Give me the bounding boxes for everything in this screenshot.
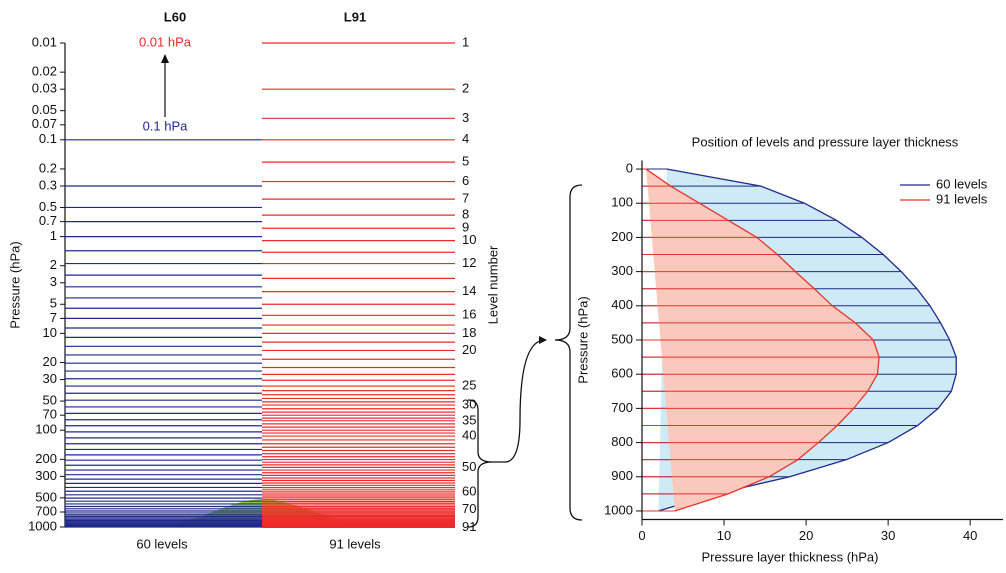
y-tick-label: 1	[50, 228, 57, 243]
column-caption: 60 levels	[136, 536, 188, 551]
legend-label: 91 levels	[936, 191, 988, 206]
column-title: L91	[344, 9, 366, 24]
level-label: 60	[462, 483, 476, 498]
y-tick-label: 30	[43, 371, 57, 386]
level-label: 40	[462, 428, 476, 443]
level-label: 70	[462, 501, 476, 516]
y-axis-label: Pressure (hPa)	[7, 241, 22, 328]
y-tick-label: 0.3	[39, 177, 57, 192]
y-tick-label: 5	[50, 296, 57, 311]
level-label: 2	[462, 81, 469, 96]
y-tick-label: 400	[611, 297, 633, 312]
chart-title: Position of levels and pressure layer th…	[692, 134, 959, 149]
y-tick-label: 3	[50, 274, 57, 289]
connector	[492, 339, 546, 463]
x-tick-label: 40	[963, 528, 977, 543]
y-tick-label: 500	[35, 489, 57, 504]
y-tick-label: 0.07	[32, 116, 57, 131]
y-tick-label: 20	[43, 354, 57, 369]
level-label: 12	[462, 255, 476, 270]
y-tick-label: 200	[611, 229, 633, 244]
annotation-arrow-head	[161, 54, 169, 63]
level-label: 9	[462, 220, 469, 235]
level-label: 5	[462, 154, 469, 169]
y-tick-label: 700	[35, 503, 57, 518]
y-tick-label: 0.1	[39, 131, 57, 146]
level-label: 7	[462, 191, 469, 206]
y-tick-label: 200	[35, 451, 57, 466]
arrow-head	[539, 336, 547, 344]
y-tick-label: 100	[611, 195, 633, 210]
brace	[554, 184, 583, 521]
level-label: 6	[462, 173, 469, 188]
y-tick-label: 1000	[604, 502, 633, 517]
y2-axis-label: Level number	[485, 245, 500, 324]
level-label: 25	[462, 378, 476, 393]
level-label: 10	[462, 232, 476, 247]
annotation: 0.01 hPa	[139, 34, 192, 49]
level-label: 16	[462, 307, 476, 322]
y-tick-label: 600	[611, 366, 633, 381]
y-tick-label: 0.5	[39, 199, 57, 214]
level-label: 30	[462, 397, 476, 412]
level-label: 8	[462, 207, 469, 222]
y-tick-label: 0.03	[32, 81, 57, 96]
level-label: 14	[462, 283, 476, 298]
y-tick-label: 50	[43, 392, 57, 407]
y-tick-label: 100	[35, 422, 57, 437]
y-axis-label: Pressure (hPa)	[575, 296, 590, 383]
level-label: 20	[462, 342, 476, 357]
x-tick-label: 30	[881, 528, 895, 543]
level-label: 18	[462, 325, 476, 340]
y-tick-label: 10	[43, 325, 57, 340]
legend-label: 60 levels	[936, 176, 988, 191]
y-tick-label: 0.05	[32, 102, 57, 117]
outline	[658, 168, 957, 512]
x-tick-label: 10	[717, 528, 731, 543]
column-caption: 91 levels	[329, 536, 381, 551]
y-tick-label: 0.2	[39, 160, 57, 175]
y-tick-label: 900	[611, 468, 633, 483]
y-tick-label: 500	[611, 331, 633, 346]
y-tick-label: 800	[611, 434, 633, 449]
y-tick-label: 300	[35, 468, 57, 483]
x-tick-label: 20	[799, 528, 813, 543]
outline	[645, 168, 880, 512]
y-tick-label: 300	[611, 263, 633, 278]
y-tick-label: 0	[626, 160, 633, 175]
y-tick-label: 1000	[28, 518, 57, 533]
level-label: 50	[462, 459, 476, 474]
y-tick-label: 0.7	[39, 213, 57, 228]
level-label: 4	[462, 131, 469, 146]
y-tick-label: 2	[50, 257, 57, 272]
y-tick-label: 70	[43, 407, 57, 422]
level-label: 35	[462, 412, 476, 427]
x-axis-label: Pressure layer thickness (hPa)	[701, 549, 878, 564]
level-label: 3	[462, 110, 469, 125]
y-tick-label: 0.01	[32, 34, 57, 49]
y-tick-label: 0.02	[32, 64, 57, 79]
level-label: 91	[462, 519, 476, 534]
y-tick-label: 700	[611, 400, 633, 415]
annotation: 0.1 hPa	[143, 118, 189, 133]
column-title: L60	[164, 9, 186, 24]
x-tick-label: 0	[638, 528, 645, 543]
y-tick-label: 7	[50, 310, 57, 325]
level-label: 1	[462, 34, 469, 49]
